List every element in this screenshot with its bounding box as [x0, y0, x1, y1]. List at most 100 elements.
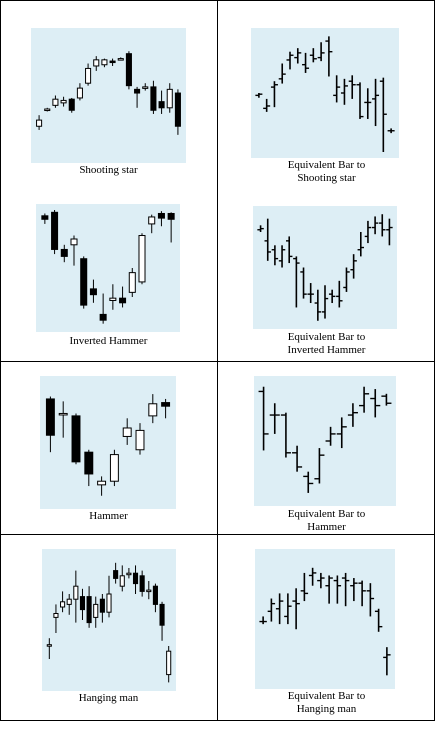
candlestick: [152, 583, 158, 613]
candlestick: [128, 268, 136, 297]
chart-panel: [254, 376, 396, 506]
ohlc-bar: [258, 386, 269, 451]
ohlc-bar: [347, 403, 358, 427]
ohlc-bar-chart: [255, 36, 395, 152]
candlestick: [174, 89, 181, 135]
candlestick: [86, 586, 92, 628]
ohlc-bar: [317, 572, 325, 589]
candlestick-chart: [36, 51, 181, 135]
candlestick: [80, 256, 88, 309]
candlestick: [161, 398, 171, 419]
candlestick: [122, 418, 132, 445]
ohlc-bar: [348, 75, 356, 99]
ohlc-bar: [336, 417, 347, 449]
chart-caption: Hammer: [89, 510, 128, 522]
candlestick: [158, 90, 165, 114]
chart-caption: Equivalent Bar to Hanging man: [287, 690, 366, 715]
ohlc-bar: [269, 403, 280, 434]
candlestick: [126, 568, 132, 579]
ohlc-bar: [314, 448, 325, 484]
candlestick: [93, 596, 99, 628]
candlestick: [106, 575, 112, 618]
ohlc-bar: [358, 580, 366, 607]
cell-hanging-man-bar: Equivalent Bar to Hanging man: [218, 535, 435, 721]
ohlc-bar: [321, 285, 329, 319]
candlestick: [125, 51, 132, 90]
ohlc-bar: [381, 393, 392, 406]
candlestick: [89, 279, 97, 303]
ohlc-bar: [285, 236, 293, 264]
candlestick: [68, 97, 75, 113]
candlestick: [46, 638, 52, 659]
ohlc-bar: [350, 578, 358, 602]
ohlc-bar: [257, 225, 264, 232]
ohlc-bar: [366, 583, 375, 617]
chart-caption: Equivalent Bar to Hammer: [287, 508, 366, 533]
ohlc-bar: [293, 256, 300, 308]
candlestick: [45, 396, 55, 453]
candlestick: [58, 401, 68, 438]
candlestick: [119, 565, 125, 592]
chart-panel: [251, 28, 399, 158]
candlestick: [166, 83, 173, 113]
ohlc-bar: [379, 214, 386, 237]
ohlc-bar: [275, 593, 284, 625]
chart-panel: [255, 549, 395, 689]
ohlc-bar: [359, 386, 370, 413]
ohlc-bar: [372, 78, 380, 127]
chart-panel: [36, 204, 180, 332]
ohlc-bar: [336, 280, 343, 308]
candlestick: [134, 86, 141, 108]
ohlc-bar: [259, 616, 267, 625]
candlestick: [36, 115, 43, 130]
candlestick: [148, 214, 156, 234]
ohlc-bar-chart: [258, 386, 392, 493]
candlestick: [44, 107, 51, 112]
ohlc-bar: [328, 289, 336, 304]
candlestick: [138, 233, 146, 285]
chart-caption: Equivalent Bar to Shooting star: [287, 159, 366, 184]
ohlc-bar-chart: [257, 214, 393, 321]
cell-hammer: Hammer: [0, 362, 217, 534]
chart-panel: [253, 206, 397, 329]
ohlc-bar: [356, 82, 364, 119]
candlestick: [70, 235, 78, 266]
chart-panel: [40, 376, 176, 509]
chart-caption: Inverted Hammer: [69, 335, 148, 347]
ohlc-bar: [286, 51, 294, 70]
ohlc-bar: [383, 647, 391, 676]
cell-inverted-hammer: Inverted Hammer: [0, 190, 217, 361]
ohlc-bar: [350, 254, 357, 279]
ohlc-bar: [379, 77, 387, 152]
ohlc-bar: [278, 245, 286, 268]
ohlc-bar: [302, 52, 310, 73]
ohlc-bar: [333, 575, 342, 604]
ohlc-bar: [371, 216, 379, 235]
candlestick: [73, 570, 79, 623]
ohlc-bar: [325, 36, 333, 77]
candlestick: [99, 594, 105, 623]
ohlc-bar: [325, 426, 336, 446]
candlestick: [157, 211, 165, 227]
candlestick: [101, 58, 108, 68]
chart-caption: Equivalent Bar to Inverted Hammer: [287, 331, 366, 356]
chart-caption: Shooting star: [79, 164, 138, 176]
ohlc-bar: [255, 93, 263, 98]
ohlc-bar: [308, 567, 317, 586]
ohlc-bar: [364, 220, 372, 244]
candlestick-chart: [45, 394, 171, 496]
candlestick: [109, 284, 117, 310]
candlestick: [139, 570, 145, 597]
ohlc-bar: [271, 245, 279, 266]
candlestick: [52, 95, 59, 108]
ohlc-bar: [267, 598, 276, 622]
candlestick: [79, 588, 86, 620]
ohlc-bar: [264, 218, 271, 261]
candlestick: [109, 58, 116, 66]
candlestick: [132, 565, 139, 594]
ohlc-bar: [280, 412, 291, 458]
ohlc-bar: [278, 63, 286, 84]
cell-inverted-hammer-bar: Equivalent Bar to Inverted Hammer: [218, 190, 435, 361]
cell-shooting-star-bar: Equivalent Bar to Shooting star: [218, 0, 435, 190]
